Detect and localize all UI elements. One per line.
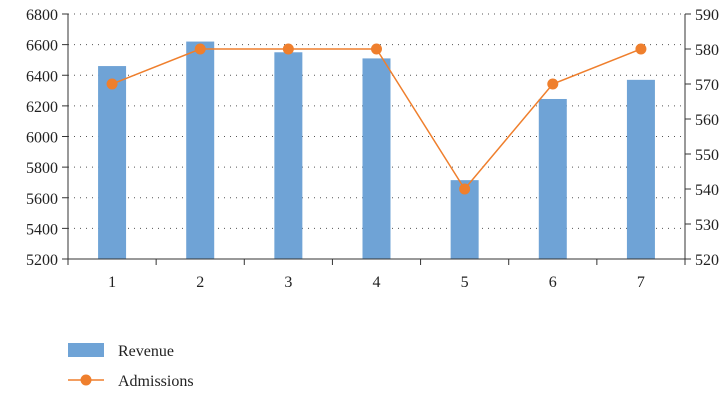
admissions-point [635,43,647,55]
left-tick-label: 5800 [26,160,58,177]
x-tick-label: 2 [196,274,204,291]
revenue-bars [98,41,655,259]
left-tick-label: 5400 [26,221,58,238]
revenue-bar [626,79,655,259]
right-axis-ticks: 520 530 540 550 560 570 580 590 [685,7,719,269]
left-tick-label: 5600 [26,191,58,208]
x-tick-label: 5 [461,274,469,291]
right-tick-label: 540 [695,182,719,199]
right-tick-label: 560 [695,112,719,129]
admissions-point [459,183,471,195]
right-tick-label: 550 [695,147,719,164]
left-tick-label: 6200 [26,99,58,116]
admissions-point [371,43,382,55]
x-tick-label: 7 [637,274,645,291]
revenue-bar [98,66,127,259]
x-axis-ticks: 1 2 3 4 5 6 7 [67,259,686,291]
left-tick-label: 6600 [26,38,58,55]
revenue-bar [186,41,215,259]
left-tick-label: 6000 [26,130,58,147]
right-tick-label: 580 [695,42,719,59]
legend-admissions-label: Admissions [118,373,194,390]
left-axis-ticks: 5200 5400 5600 5800 6000 6200 6400 6600 6800 [26,7,68,269]
gridlines [68,13,685,229]
left-tick-label: 5200 [26,252,58,269]
legend-revenue-label: Revenue [118,343,174,360]
legend: Revenue Admissions [68,343,194,390]
legend-admissions-swatch-marker [80,374,92,386]
left-tick-label: 6400 [26,68,58,85]
revenue-bar [538,98,567,259]
x-tick-label: 3 [284,274,292,291]
admissions-point [282,43,294,55]
admissions-line [106,43,647,195]
admissions-point [106,78,118,90]
x-tick-label: 1 [108,274,116,291]
x-tick-label: 6 [549,274,557,291]
x-tick-label: 4 [373,274,381,291]
legend-revenue-swatch [68,343,104,357]
right-tick-label: 530 [695,217,719,234]
right-tick-label: 520 [695,252,719,269]
admissions-point [194,43,206,55]
admissions-point [547,78,559,90]
left-tick-label: 6800 [26,7,58,24]
right-tick-label: 570 [695,77,719,94]
revenue-bar [274,52,303,259]
right-tick-label: 590 [695,7,719,24]
revenue-bar [362,58,391,259]
